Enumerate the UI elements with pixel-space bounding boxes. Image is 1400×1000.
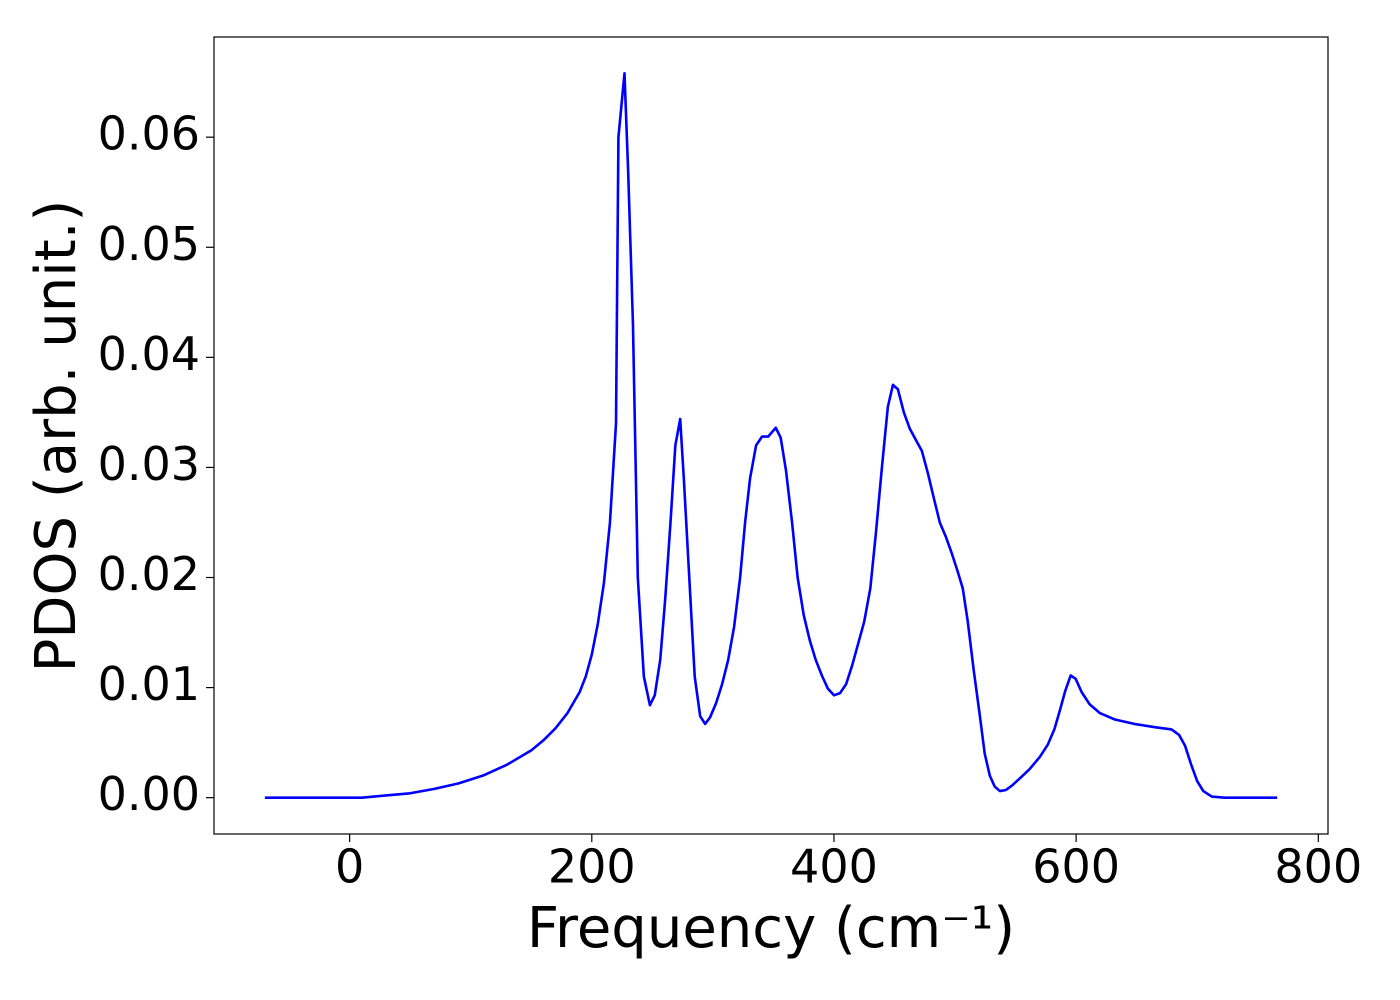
y-tick-label: 0.05: [98, 217, 200, 271]
y-tick-label: 0.03: [98, 437, 200, 491]
y-tick-label: 0.01: [98, 657, 200, 711]
plot-frame: [213, 36, 1329, 835]
x-tick-label: 800: [1274, 840, 1362, 894]
x-axis-label: Frequency (cm⁻¹): [527, 896, 1015, 961]
y-tick-label: 0.04: [98, 327, 200, 381]
y-tick-label: 0.02: [98, 547, 200, 601]
y-tick-label: 0.06: [98, 107, 200, 161]
x-tick-label: 600: [1032, 840, 1120, 894]
y-tick-label: 0.00: [98, 767, 200, 821]
x-tick-label: 0: [335, 840, 364, 894]
data-line: [264, 72, 1278, 799]
x-tick-label: 400: [790, 840, 878, 894]
y-axis-label: PDOS (arb. unit.): [24, 200, 89, 673]
x-tick-label: 200: [548, 840, 636, 894]
